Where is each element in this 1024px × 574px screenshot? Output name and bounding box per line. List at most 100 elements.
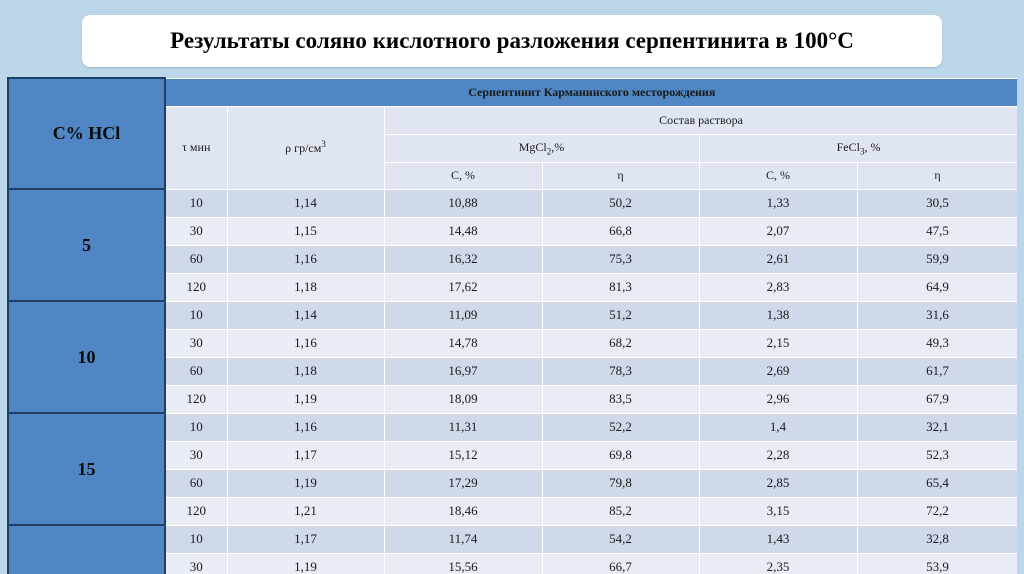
table-cell: 1,19 xyxy=(226,384,385,414)
hcl-group-cell: 15 xyxy=(7,412,166,526)
table-cell: 61,7 xyxy=(856,356,1017,386)
table-cell: 72,2 xyxy=(856,496,1017,526)
table-row: 10 10 1,14 11,09 51,2 1,38 31,6 xyxy=(7,300,1017,414)
table-cell: 2,15 xyxy=(698,328,858,358)
table-cell: 52,3 xyxy=(856,440,1017,470)
deposit-header: Серпентинит Карманинского месторождения xyxy=(164,77,1017,107)
table-cell: 15,12 xyxy=(383,440,543,470)
table-cell: 2,69 xyxy=(698,356,858,386)
table-cell: 60 xyxy=(164,468,228,498)
table-cell: 31,6 xyxy=(856,300,1017,330)
table-cell: 47,5 xyxy=(856,216,1017,246)
results-table: С% HCl Серпентинит Карманинского месторо… xyxy=(7,77,1017,574)
tau-header: τ мин xyxy=(164,105,228,190)
table-cell: 78,3 xyxy=(541,356,700,386)
table-row: 15 10 1,16 11,31 52,2 1,4 32,1 xyxy=(7,412,1017,526)
fe-eta-header: η xyxy=(856,161,1017,190)
table-row: 30 1,17 15,12 69,8 2,28 52,3 xyxy=(8,440,1017,470)
table-cell: 1,14 xyxy=(226,300,385,330)
table-row: 60 1,18 16,97 78,3 2,69 61,7 xyxy=(8,356,1017,386)
table-cell: 59,9 xyxy=(856,244,1017,274)
table-cell: 2,61 xyxy=(698,244,858,274)
table-cell: 54,2 xyxy=(541,524,700,554)
table-cell: 83,5 xyxy=(541,384,700,414)
table-cell: 81,3 xyxy=(541,272,700,302)
results-table-wrap: С% HCl Серпентинит Карманинского месторо… xyxy=(7,77,1017,574)
mg-eta-header: η xyxy=(541,161,700,190)
hcl-group-cell: 10 xyxy=(7,300,166,414)
table-cell: 18,09 xyxy=(383,384,543,414)
table-cell: 66,8 xyxy=(541,216,700,246)
table-cell: 51,2 xyxy=(541,300,700,330)
table-cell: 1,15 xyxy=(226,216,385,246)
table-row: 30 1,19 15,56 66,7 2,35 53,9 xyxy=(8,552,1017,574)
table-cell: 66,7 xyxy=(541,552,700,574)
table-cell: 49,3 xyxy=(856,328,1017,358)
table-cell: 17,29 xyxy=(383,468,543,498)
fecl3-header: FeCl3, % xyxy=(698,133,1017,163)
table-cell: 64,9 xyxy=(856,272,1017,302)
table-cell: 1,16 xyxy=(226,412,385,442)
hcl-group-cell xyxy=(7,524,166,574)
table-row: 120 1,18 17,62 81,3 2,83 64,9 xyxy=(8,272,1017,302)
table-cell: 10,88 xyxy=(383,188,543,218)
table-cell: 10 xyxy=(164,300,228,330)
table-cell: 120 xyxy=(164,496,228,526)
table-cell: 85,2 xyxy=(541,496,700,526)
table-cell: 120 xyxy=(164,384,228,414)
table-cell: 15,56 xyxy=(383,552,543,574)
table-cell: 68,2 xyxy=(541,328,700,358)
table-cell: 2,96 xyxy=(698,384,858,414)
table-cell: 65,4 xyxy=(856,468,1017,498)
table-cell: 14,48 xyxy=(383,216,543,246)
hcl-header: С% HCl xyxy=(7,77,166,190)
table-cell: 32,8 xyxy=(856,524,1017,554)
table-cell: 79,8 xyxy=(541,468,700,498)
table-cell: 1,18 xyxy=(226,272,385,302)
table-cell: 30,5 xyxy=(856,188,1017,218)
table-cell: 60 xyxy=(164,356,228,386)
table-cell: 1,43 xyxy=(698,524,858,554)
hcl-group-cell: 5 xyxy=(7,188,166,302)
table-cell: 1,17 xyxy=(226,524,385,554)
table-row: 60 1,16 16,32 75,3 2,61 59,9 xyxy=(8,244,1017,274)
table-cell: 10 xyxy=(164,412,228,442)
table-cell: 75,3 xyxy=(541,244,700,274)
table-cell: 10 xyxy=(164,524,228,554)
table-cell: 11,31 xyxy=(383,412,543,442)
table-row: 5 10 1,14 10,88 50,2 1,33 30,5 xyxy=(7,188,1017,302)
table-cell: 1,16 xyxy=(226,244,385,274)
title-box: Результаты соляно кислотного разложения … xyxy=(82,15,942,67)
table-cell: 16,97 xyxy=(383,356,543,386)
table-cell: 17,62 xyxy=(383,272,543,302)
table-cell: 14,78 xyxy=(383,328,543,358)
table-cell: 69,8 xyxy=(541,440,700,470)
table-cell: 67,9 xyxy=(856,384,1017,414)
table-cell: 2,28 xyxy=(698,440,858,470)
table-row: 30 1,16 14,78 68,2 2,15 49,3 xyxy=(8,328,1017,358)
table-cell: 30 xyxy=(164,552,228,574)
table-cell: 10 xyxy=(164,188,228,218)
table-cell: 2,35 xyxy=(698,552,858,574)
mgcl2-header: MgCl2,% xyxy=(383,133,700,163)
table-cell: 53,9 xyxy=(856,552,1017,574)
table-cell: 30 xyxy=(164,328,228,358)
table-cell: 50,2 xyxy=(541,188,700,218)
table-cell: 11,74 xyxy=(383,524,543,554)
table-row: 30 1,15 14,48 66,8 2,07 47,5 xyxy=(8,216,1017,246)
table-cell: 1,16 xyxy=(226,328,385,358)
table-cell: 1,17 xyxy=(226,440,385,470)
rho-header: ρ гр/см3 xyxy=(226,105,385,190)
table-cell: 11,09 xyxy=(383,300,543,330)
table-cell: 1,33 xyxy=(698,188,858,218)
table-cell: 1,4 xyxy=(698,412,858,442)
table-cell: 1,21 xyxy=(226,496,385,526)
table-cell: 2,85 xyxy=(698,468,858,498)
table-row: 120 1,21 18,46 85,2 3,15 72,2 xyxy=(8,496,1017,526)
table-cell: 60 xyxy=(164,244,228,274)
table-cell: 16,32 xyxy=(383,244,543,274)
table-cell: 30 xyxy=(164,216,228,246)
table-cell: 2,07 xyxy=(698,216,858,246)
table-cell: 30 xyxy=(164,440,228,470)
table-cell: 1,19 xyxy=(226,552,385,574)
